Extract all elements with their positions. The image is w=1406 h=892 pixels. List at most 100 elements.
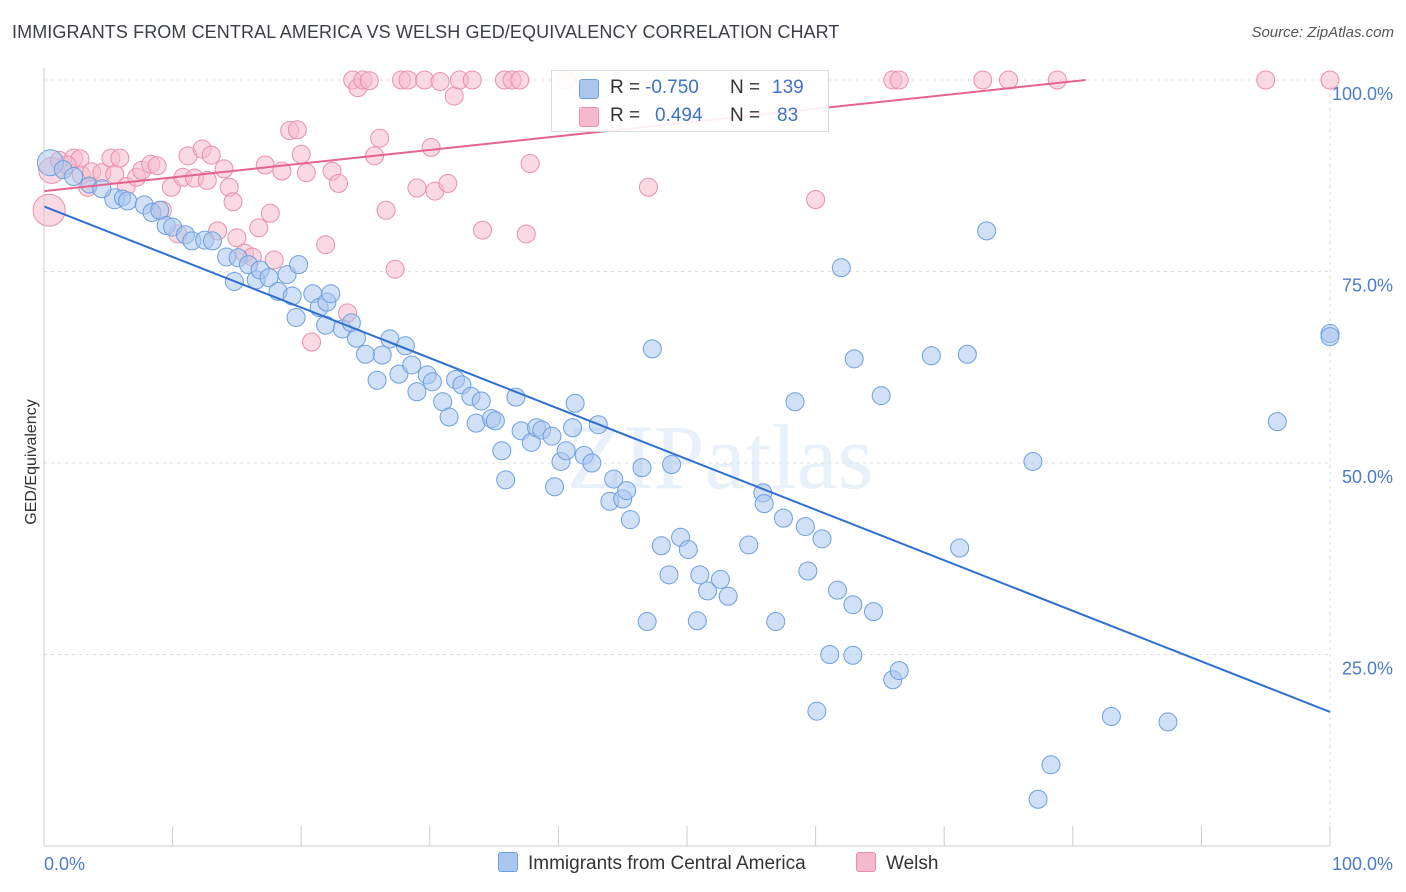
y-tick-label: 75.0% — [1342, 276, 1393, 296]
welsh-point — [214, 159, 234, 179]
central-america-point — [321, 284, 341, 304]
central-america-point — [485, 411, 505, 431]
welsh-point — [1320, 70, 1340, 90]
central-america-point — [957, 344, 977, 364]
central-america-point — [785, 392, 805, 412]
central-america-point — [642, 339, 662, 359]
welsh-point — [110, 148, 130, 168]
central-america-point — [582, 453, 602, 473]
welsh-point — [473, 220, 493, 240]
central-america-point — [372, 345, 392, 365]
n-label: N = — [730, 105, 761, 126]
central-america-point — [259, 268, 279, 288]
legend-row-blue: R = -0.750 N = 139 — [552, 73, 828, 103]
legend-row-pink: R = 0.494 N = 83 — [552, 101, 828, 131]
central-america-point — [820, 645, 840, 664]
welsh-point — [287, 120, 307, 140]
welsh-point — [301, 332, 321, 352]
central-america-point — [439, 407, 459, 427]
central-america-point — [367, 370, 387, 390]
stats-legend: R = -0.750 N = 139 R = 0.494 N = 83 — [551, 70, 829, 132]
central-america-point — [1267, 412, 1287, 432]
central-america-point — [118, 191, 138, 211]
welsh-point — [1047, 70, 1067, 90]
central-america-point — [950, 538, 970, 558]
central-america-point — [289, 255, 309, 275]
welsh-point — [407, 178, 427, 198]
welsh-point — [889, 70, 909, 90]
central-america-point — [565, 393, 585, 413]
central-america-point — [545, 477, 565, 497]
legend-item-welsh: Welsh — [856, 852, 938, 875]
legend-label: Welsh — [886, 853, 939, 874]
welsh-point — [32, 193, 66, 227]
central-america-point — [690, 565, 710, 585]
r-value: -0.750 — [645, 77, 699, 98]
central-america-trend-line — [43, 205, 1331, 713]
central-america-point — [64, 167, 84, 187]
welsh-point — [430, 72, 450, 92]
legend-label: Immigrants from Central America — [528, 853, 806, 874]
central-america-point — [843, 595, 863, 615]
legend-item-central-america: Immigrants from Central America — [498, 852, 806, 875]
welsh-trend-line — [43, 79, 1086, 193]
central-america-point — [496, 470, 516, 490]
pink-swatch — [856, 852, 876, 872]
welsh-point — [385, 259, 405, 279]
central-america-point — [807, 701, 827, 721]
welsh-point — [359, 71, 379, 91]
welsh-point — [462, 70, 482, 90]
n-value: 83 — [777, 105, 799, 126]
pink-swatch — [579, 107, 599, 127]
central-america-point — [844, 349, 864, 369]
central-america-point — [871, 386, 891, 406]
central-america-point — [1158, 712, 1178, 732]
central-america-point — [710, 569, 730, 589]
r-label: R = — [610, 77, 641, 98]
central-america-point — [773, 508, 793, 528]
welsh-point — [516, 224, 536, 244]
x-tick-label: 0.0% — [44, 854, 85, 874]
welsh-point — [260, 203, 280, 223]
welsh-point — [444, 86, 464, 106]
central-america-point — [687, 611, 707, 631]
central-america-point — [698, 581, 718, 601]
welsh-point — [147, 156, 167, 176]
central-america-point — [739, 535, 759, 555]
central-america-point — [422, 372, 442, 392]
welsh-point — [421, 137, 441, 157]
welsh-point — [370, 128, 390, 148]
central-america-point — [202, 231, 222, 251]
trend-lines — [43, 79, 1331, 713]
central-america-point — [977, 221, 997, 241]
welsh-point — [973, 70, 993, 90]
central-america-point — [1320, 327, 1340, 347]
welsh-point — [316, 235, 336, 255]
central-america-point — [1023, 451, 1043, 471]
central-america-point — [604, 469, 624, 489]
x-tick-label: 100.0% — [1332, 854, 1393, 874]
central-america-point — [651, 536, 671, 556]
central-america-point — [389, 364, 409, 384]
welsh-point — [438, 173, 458, 193]
central-america-point — [556, 441, 576, 461]
n-label: N = — [730, 77, 761, 98]
central-america-point — [1101, 707, 1121, 727]
welsh-point — [376, 200, 396, 220]
y-tick-label: 50.0% — [1342, 467, 1393, 487]
welsh-point — [296, 163, 316, 183]
n-value: 139 — [772, 77, 804, 98]
welsh-point — [999, 70, 1018, 90]
welsh-point — [520, 153, 540, 173]
central-america-point — [812, 529, 832, 549]
central-america-point — [1041, 755, 1061, 775]
r-label: R = — [610, 105, 641, 126]
central-america-point — [286, 307, 306, 327]
central-america-point — [795, 517, 815, 537]
central-america-point — [620, 510, 640, 530]
welsh-point — [328, 173, 348, 193]
welsh-point — [255, 155, 275, 175]
blue-swatch — [498, 852, 518, 872]
y-tick-label: 25.0% — [1342, 659, 1393, 679]
